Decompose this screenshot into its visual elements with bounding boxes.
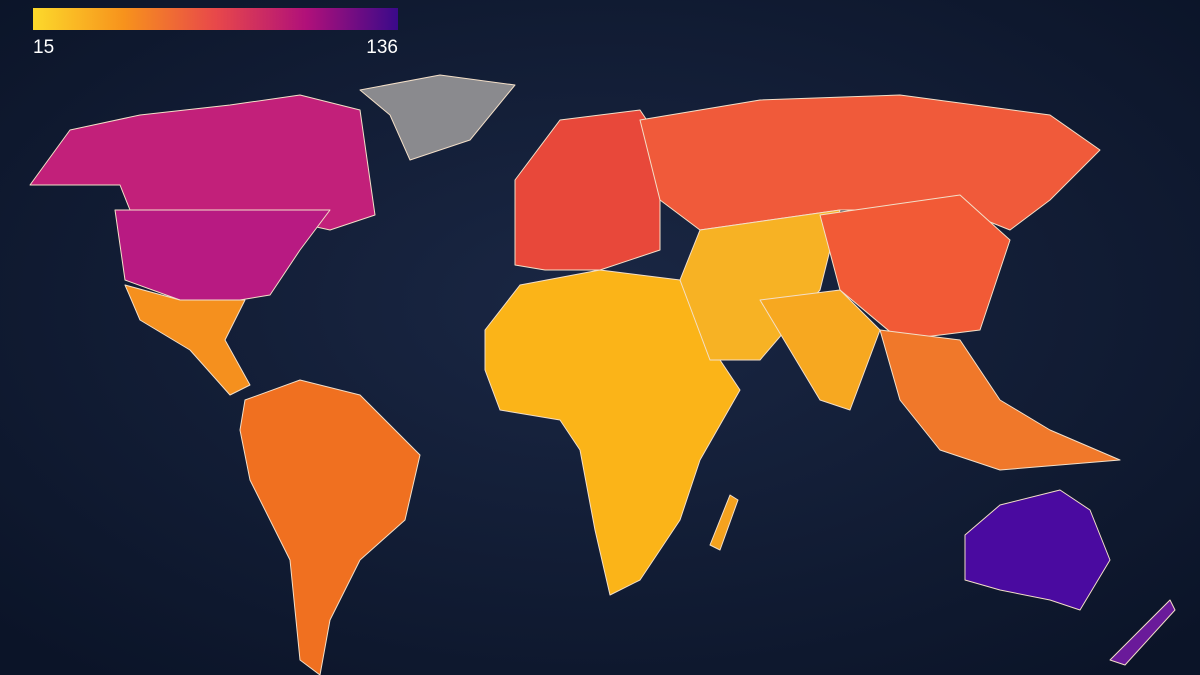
south-america (239, 379, 421, 675)
landmasses (29, 74, 1176, 675)
madagascar (709, 494, 739, 551)
canada (29, 94, 376, 231)
europe (514, 109, 661, 271)
legend-min: 15 (33, 37, 54, 58)
russia (639, 94, 1101, 231)
new-zealand (1109, 599, 1176, 666)
usa (114, 209, 331, 301)
africa (484, 269, 741, 596)
china (819, 194, 1011, 341)
legend-max: 136 (366, 37, 398, 58)
southeast-asia (879, 329, 1121, 471)
legend-colorbar (33, 8, 398, 30)
legend: 15 136 (33, 8, 398, 58)
australia (964, 489, 1111, 611)
middle-east (679, 209, 841, 361)
central-america (124, 284, 251, 396)
greenland (359, 74, 516, 161)
